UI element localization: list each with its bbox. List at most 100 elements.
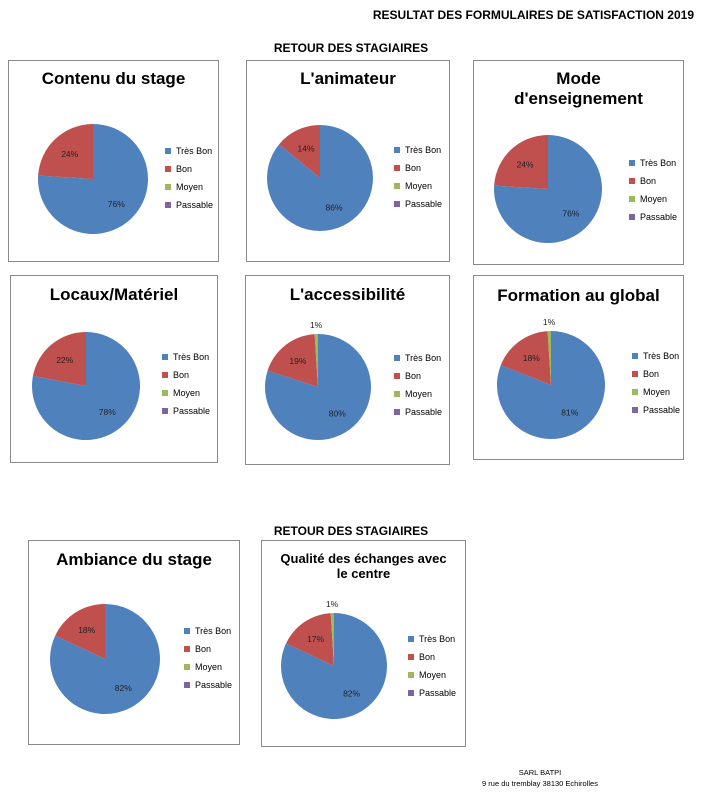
pie-chart: 76% 24% <box>494 135 603 243</box>
chart-panel: Qualité des échanges avec le centre 82% 17… <box>261 540 466 747</box>
legend-item: Bon <box>632 365 680 383</box>
data-label: 19% <box>289 356 306 366</box>
legend-swatch <box>184 664 190 670</box>
chart-title: L'animateur <box>300 69 396 88</box>
legend-label: Moyen <box>195 662 223 672</box>
legend-item: Passable <box>394 403 442 421</box>
chart-legend: Très Bon Bon Moyen Passable <box>632 347 680 419</box>
pie-slice-tres-bon <box>32 332 141 440</box>
pie-chart: 82% 17% 1% <box>280 599 387 719</box>
legend-label: Passable <box>643 405 681 415</box>
legend-swatch <box>632 353 638 359</box>
legend-item: Très Bon <box>632 347 680 365</box>
data-label: 76% <box>562 208 579 218</box>
legend-label: Très Bon <box>195 626 232 636</box>
legend-swatch <box>394 355 400 361</box>
legend-item: Moyen <box>184 658 232 676</box>
pie-slice-tres-bon <box>280 613 387 719</box>
footer-address: 9 rue du tremblay 38130 Echirolles <box>482 779 598 788</box>
legend-label: Très Bon <box>640 158 677 168</box>
legend-item: Très Bon <box>394 141 442 159</box>
data-label: 82% <box>115 683 132 693</box>
chart-title: Locaux/Matériel <box>49 285 179 304</box>
legend-label: Bon <box>176 164 193 174</box>
legend-swatch <box>394 165 400 171</box>
legend-label: Très Bon <box>176 146 213 156</box>
section-title: RETOUR DES STAGIAIRES <box>273 524 429 538</box>
legend-swatch <box>165 184 171 190</box>
data-label: 86% <box>325 203 342 213</box>
legend-label: Moyen <box>173 388 201 398</box>
chart-panel: Formation au global 81% 18% 1% Très Bon Bon Mo… <box>473 275 684 460</box>
legend-swatch <box>632 389 638 395</box>
legend-swatch <box>165 148 171 154</box>
legend-swatch <box>165 166 171 172</box>
legend-label: Bon <box>405 163 422 173</box>
legend-item: Moyen <box>394 385 442 403</box>
pie-slice-tres-bon <box>49 604 160 714</box>
legend-swatch <box>394 201 400 207</box>
data-label: 18% <box>523 353 540 363</box>
legend-item: Très Bon <box>162 348 210 366</box>
legend-label: Très Bon <box>419 634 456 644</box>
legend-label: Bon <box>173 370 190 380</box>
legend-label: Moyen <box>405 389 433 399</box>
data-label: 80% <box>329 409 346 419</box>
pie-chart: 80% 19% 1% <box>264 320 371 440</box>
document-title: RESULTAT DES FORMULAIRES DE SATISFACTION… <box>372 8 694 22</box>
footer-company: SARL BATPI <box>518 768 562 777</box>
legend-label: Très Bon <box>405 145 442 155</box>
legend-item: Bon <box>165 160 213 178</box>
legend-item: Bon <box>394 159 442 177</box>
legend-label: Passable <box>419 688 457 698</box>
legend-item: Bon <box>394 367 442 385</box>
legend-item: Passable <box>165 196 213 214</box>
data-label: 24% <box>517 160 534 170</box>
chart-title: Qualité des échanges avec le centre <box>280 551 447 581</box>
pie-slice-moyen <box>547 331 551 385</box>
chart-panel: L'accessibilité 80% 19% 1% Très Bon Bon Moyen P… <box>245 275 450 465</box>
legend-swatch <box>162 372 168 378</box>
chart-legend: Très Bon Bon Moyen Passable <box>408 630 456 702</box>
legend-item: Moyen <box>629 190 677 208</box>
legend-swatch <box>394 183 400 189</box>
chart-title: Ambiance du stage <box>56 550 212 569</box>
pie-chart: 81% 18% 1% <box>496 317 605 439</box>
pie-chart: 86% 14% <box>267 125 374 232</box>
legend-swatch <box>165 202 171 208</box>
chart-panel: Contenu du stage 76% 24% Très Bon Bon Moyen Pa… <box>8 60 219 262</box>
pie-slice-bon <box>267 334 318 387</box>
legend-swatch <box>408 690 414 696</box>
legend-label: Passable <box>405 199 443 209</box>
legend-item: Très Bon <box>394 349 442 367</box>
data-label: 14% <box>297 143 314 153</box>
legend-label: Passable <box>173 406 211 416</box>
data-label: 78% <box>99 407 116 417</box>
pie-chart: 78% 22% <box>32 332 141 440</box>
legend-label: Très Bon <box>643 351 680 361</box>
legend-item: Très Bon <box>629 154 677 172</box>
pie-slice-tres-bon <box>267 125 374 232</box>
legend-swatch <box>162 408 168 414</box>
data-label: 17% <box>307 634 324 644</box>
legend-label: Bon <box>640 176 657 186</box>
data-label: 18% <box>78 625 95 635</box>
data-label: 22% <box>56 355 73 365</box>
legend-swatch <box>394 147 400 153</box>
pie-slice-tres-bon <box>264 334 371 440</box>
legend-item: Bon <box>408 648 456 666</box>
legend-swatch <box>408 636 414 642</box>
legend-swatch <box>394 409 400 415</box>
legend-label: Bon <box>405 371 422 381</box>
pie-slice-bon <box>286 613 334 666</box>
legend-item: Passable <box>162 402 210 420</box>
data-label: 76% <box>108 199 125 209</box>
chart-title: Formation au global <box>497 286 660 305</box>
data-label: 1% <box>310 320 323 330</box>
legend-label: Moyen <box>405 181 433 191</box>
legend-label: Moyen <box>640 194 668 204</box>
legend-label: Moyen <box>176 182 204 192</box>
data-label: 81% <box>561 408 578 418</box>
legend-swatch <box>629 178 635 184</box>
legend-label: Bon <box>195 644 212 654</box>
